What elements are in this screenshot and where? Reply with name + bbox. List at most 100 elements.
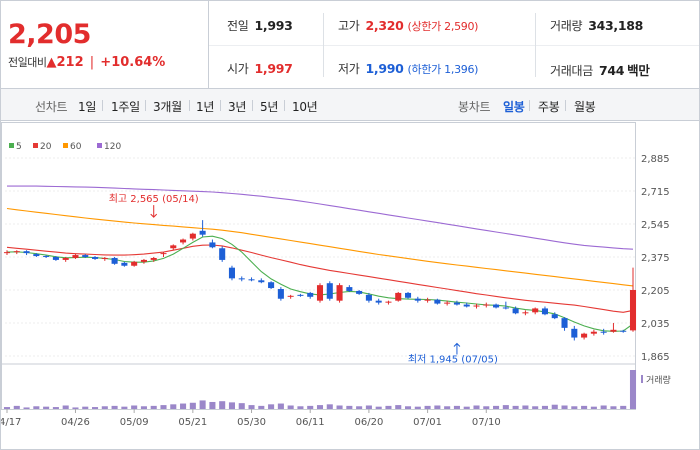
candle-body bbox=[199, 230, 206, 235]
candle-body bbox=[453, 302, 460, 305]
candle-body bbox=[248, 279, 255, 281]
line-option-3y[interactable]: 3년 bbox=[228, 100, 247, 114]
candle-body bbox=[483, 304, 490, 306]
candle-body bbox=[121, 262, 128, 266]
low-annotation: 최저 1,945 (07/05) bbox=[408, 353, 498, 365]
volume-bar bbox=[541, 405, 549, 409]
volume-bar bbox=[238, 403, 245, 409]
candle-body bbox=[463, 304, 470, 307]
ma120-line bbox=[7, 185, 634, 250]
candle-body bbox=[307, 292, 314, 297]
legend-label: 20 bbox=[40, 142, 52, 152]
plot-border bbox=[1, 122, 636, 410]
legend-label: 120 bbox=[104, 142, 121, 152]
candle-body bbox=[610, 329, 617, 332]
candle-body bbox=[101, 257, 108, 259]
line-option-3m[interactable]: 3개월 bbox=[153, 100, 182, 114]
price-tick-label: 2,375 bbox=[641, 253, 670, 264]
volume-bar bbox=[258, 405, 265, 409]
x-tick-label: 07/10 bbox=[472, 417, 501, 428]
x-tick-label: 05/30 bbox=[237, 417, 266, 428]
volume-bar bbox=[463, 406, 470, 409]
volume-bar bbox=[434, 405, 441, 409]
price-box: 2,205 전일대비▲212 | +10.64% bbox=[1, 1, 209, 89]
x-tick-label: 06/11 bbox=[296, 417, 325, 428]
low-arrow-icon bbox=[453, 342, 461, 355]
volume-bar bbox=[277, 403, 284, 409]
volume-bar bbox=[248, 405, 255, 409]
lower-limit: (하한가 1,396) bbox=[407, 63, 479, 76]
candle-body bbox=[541, 308, 549, 315]
divider bbox=[252, 100, 253, 111]
candle-body bbox=[385, 301, 392, 303]
candle-body bbox=[629, 290, 637, 331]
candle-option-daily[interactable]: 일봉 bbox=[503, 100, 525, 114]
line-option-1w[interactable]: 1주일 bbox=[111, 100, 140, 114]
volume-bar bbox=[561, 405, 568, 409]
x-tick-label: 04/17 bbox=[1, 417, 21, 428]
candle-body bbox=[258, 280, 265, 283]
line-option-1y[interactable]: 1년 bbox=[196, 100, 215, 114]
volume-bar bbox=[414, 406, 421, 409]
volume-bar bbox=[3, 407, 11, 409]
volume-bar bbox=[33, 406, 40, 409]
candle-body bbox=[424, 299, 431, 301]
high-annotation: 최고 2,565 (05/14) bbox=[109, 193, 199, 205]
volume-bar bbox=[82, 406, 89, 409]
line-option-10y[interactable]: 10년 bbox=[292, 100, 318, 114]
volume-bar bbox=[52, 407, 59, 409]
legend-swatch bbox=[9, 143, 14, 148]
volume-bar bbox=[160, 405, 167, 409]
volume-bar bbox=[180, 403, 187, 409]
open-label: 시가 bbox=[227, 62, 249, 76]
price-tick-label: 2,035 bbox=[641, 319, 670, 330]
x-tick-label: 05/09 bbox=[120, 417, 149, 428]
volume-bar bbox=[121, 406, 128, 409]
candle-body bbox=[620, 330, 627, 332]
volume-bar bbox=[13, 405, 20, 409]
current-price: 2,205 bbox=[8, 19, 91, 50]
divider bbox=[102, 100, 103, 111]
volume-bar bbox=[287, 405, 294, 409]
price-tick-label: 2,885 bbox=[641, 154, 670, 165]
volume-bar bbox=[375, 406, 382, 409]
amount-cell: 거래대금 744 백만 bbox=[550, 60, 650, 79]
line-option-1d[interactable]: 1일 bbox=[78, 100, 97, 114]
candle-body bbox=[287, 295, 294, 297]
quote-header: 2,205 전일대비▲212 | +10.64% 전일 1,993 고가 2,320… bbox=[1, 1, 699, 89]
x-tick-label: 06/20 bbox=[354, 417, 383, 428]
volume-bar bbox=[444, 406, 451, 409]
divider bbox=[565, 100, 566, 111]
volume-bar bbox=[111, 405, 118, 409]
low-cell: 저가 1,990 (하한가 1,396) bbox=[338, 60, 478, 77]
change-label: 전일대비 bbox=[8, 56, 47, 69]
volume-bar bbox=[571, 406, 578, 409]
candle-body bbox=[493, 304, 500, 308]
ma20-line bbox=[6, 244, 634, 313]
volume-bar bbox=[483, 406, 490, 409]
candle-body bbox=[62, 257, 69, 260]
candle-body bbox=[375, 300, 382, 303]
amount-label: 거래대금 bbox=[550, 64, 593, 78]
candle-body bbox=[512, 308, 519, 314]
up-triangle-icon: ▲ bbox=[46, 55, 57, 70]
candle-body bbox=[268, 282, 275, 289]
candle-body bbox=[150, 257, 157, 260]
line-option-5y[interactable]: 5년 bbox=[260, 100, 279, 114]
candle-body bbox=[581, 333, 588, 338]
volume-bar bbox=[336, 405, 343, 409]
candle-body bbox=[160, 253, 167, 255]
candle-option-weekly[interactable]: 주봉 bbox=[538, 100, 560, 114]
row-divider bbox=[209, 45, 699, 46]
volume-bar bbox=[101, 406, 108, 409]
candle-option-monthly[interactable]: 월봉 bbox=[574, 100, 596, 114]
volume-bar bbox=[424, 405, 431, 409]
volume-value: 343,188 bbox=[588, 18, 644, 33]
candle-body bbox=[33, 254, 40, 257]
candle-body bbox=[404, 292, 412, 298]
divider bbox=[220, 100, 221, 111]
upper-limit: (상한가 2,590) bbox=[407, 20, 479, 33]
volume-bar bbox=[268, 404, 275, 409]
high-label: 고가 bbox=[338, 19, 360, 33]
